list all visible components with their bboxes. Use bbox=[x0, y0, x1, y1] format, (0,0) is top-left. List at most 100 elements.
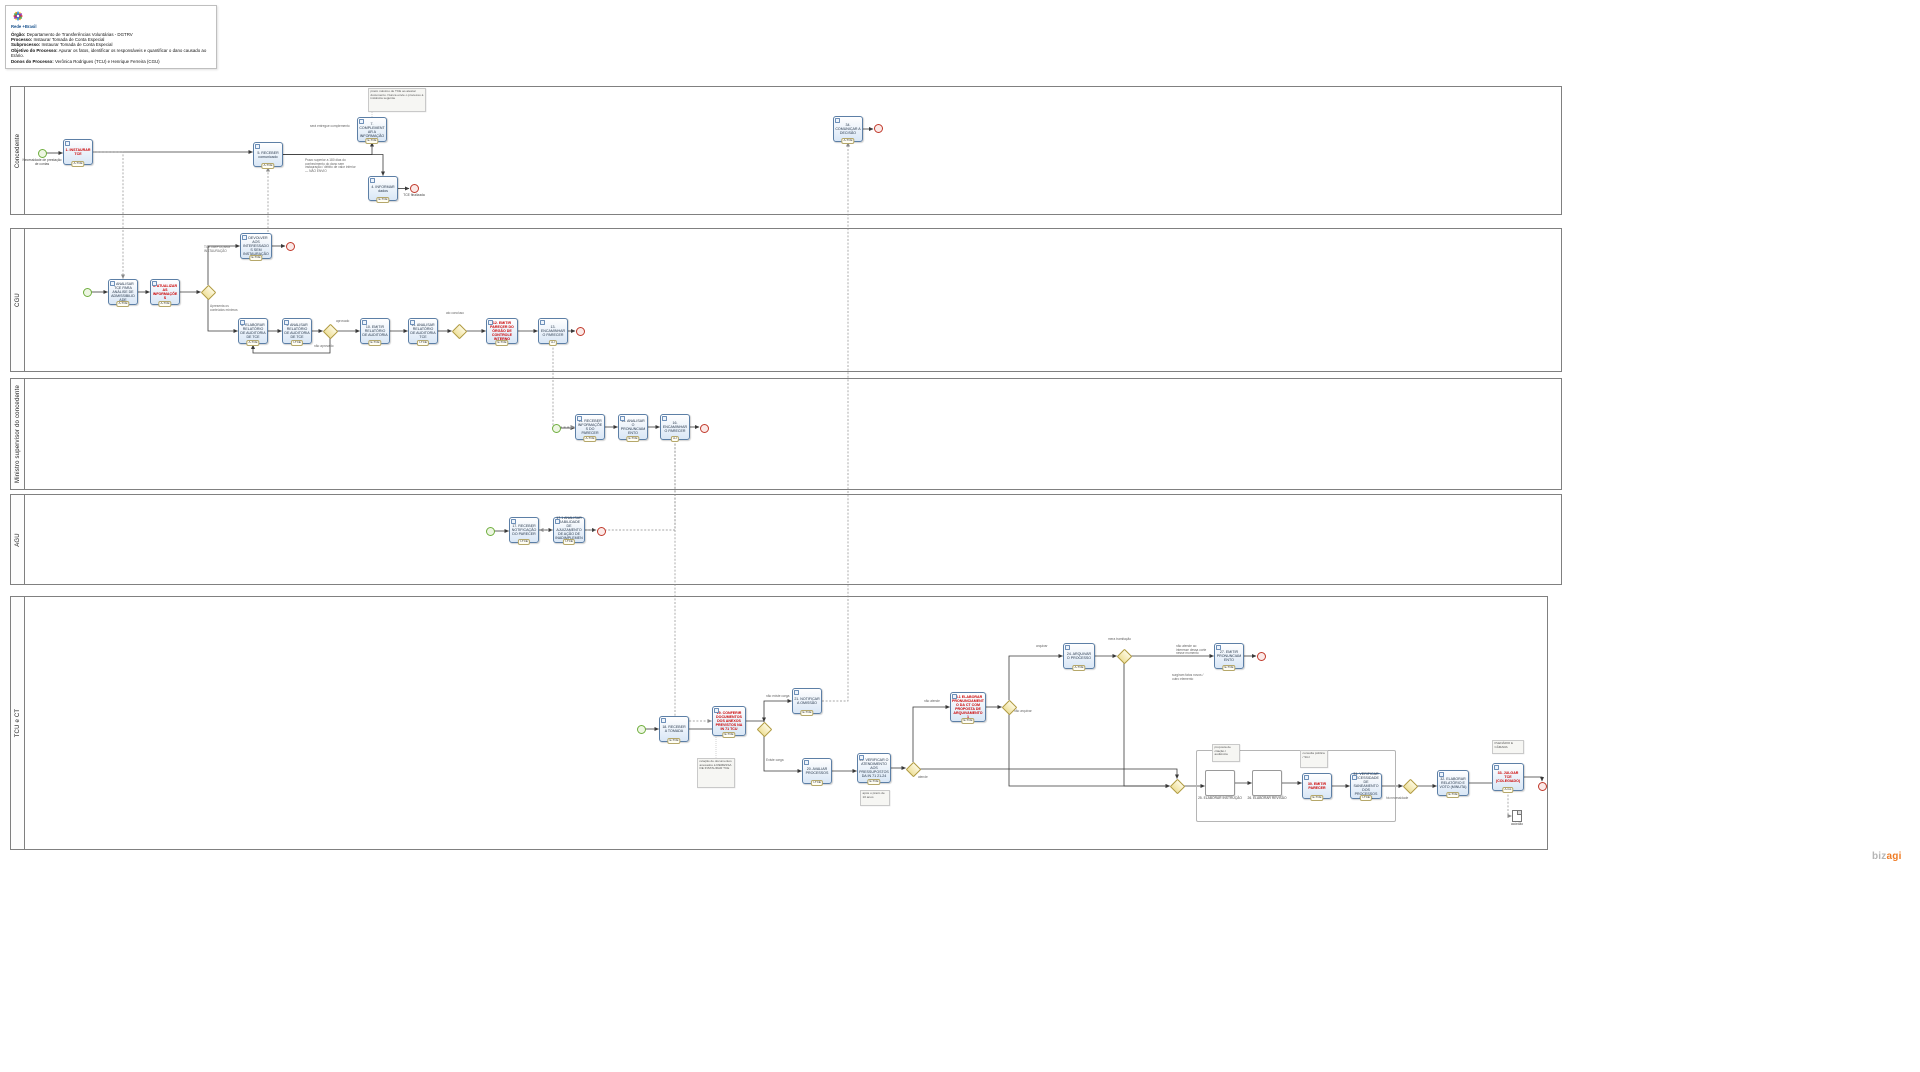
end-event-e6[interactable] bbox=[1256, 651, 1266, 661]
task-t11[interactable]: 11. ANALISAR RELATÓRIO DE AUDITORIA TCE I… bbox=[408, 318, 438, 346]
flow-label: não existe carga bbox=[766, 694, 790, 698]
gateway-g1[interactable] bbox=[200, 284, 216, 300]
text-annotation-an6: após o prazo de 10 anos bbox=[860, 790, 890, 806]
flow-label: não atende ao interesse dessa corte ness… bbox=[1176, 644, 1207, 656]
task-label: 24. ARQUIVAR O PROCESSO bbox=[1066, 652, 1092, 661]
task-t24[interactable]: 24. ARQUIVAR O PROCESSO A-TCE bbox=[1063, 643, 1095, 671]
task-t2[interactable]: 2. ANALISAR TCE PARA ANÁLISE DE ADMISSIB… bbox=[108, 279, 138, 307]
task-t17[interactable]: 17. RECEBER NOTIFICAÇÃO DO PARECER I-TCE bbox=[509, 517, 539, 545]
process-header: Rede +Brasil Órgão: Departamento de Tran… bbox=[5, 5, 217, 69]
task-label: 21. NOTIFICAR A OMISSÃO bbox=[794, 697, 820, 706]
task-badge: E-TCE bbox=[722, 732, 736, 738]
task-badge: A-TCE bbox=[246, 340, 260, 346]
task-type-icon bbox=[240, 320, 245, 325]
task-badge: A-GL bbox=[1502, 787, 1514, 793]
gateway-g9[interactable] bbox=[1402, 778, 1418, 794]
end-event-e2[interactable] bbox=[285, 241, 295, 251]
end-event-e1[interactable] bbox=[409, 183, 419, 193]
task-label: 14. RECEBER INFORMAÇÕES DO PARECER bbox=[577, 419, 603, 436]
flow-label: há necessidade bbox=[1386, 796, 1409, 800]
task-t21[interactable]: 21. NOTIFICAR A OMISSÃO E-TCE bbox=[792, 688, 822, 716]
start-event-s4[interactable] bbox=[485, 526, 495, 536]
task-t171[interactable]: 17.1 ANALISAR VIABILIDADE DE AJUIZAMENTO… bbox=[553, 516, 585, 545]
task-label: 1. INSTAURAR TCE bbox=[65, 148, 91, 157]
gateway-g8[interactable] bbox=[1169, 778, 1185, 794]
task-label: 6. DEVOLVER AOS INTERESSADOS SEM INSTAUR… bbox=[243, 236, 269, 257]
node-caption: 25. ELABORAR INSTRUÇÃO bbox=[1198, 796, 1242, 800]
task-type-icon bbox=[1352, 775, 1357, 780]
sequence-flow bbox=[251, 338, 331, 354]
task-t9[interactable]: 9. ANALISAR RELATÓRIO DE AUDITORIA DE TC… bbox=[282, 318, 312, 346]
task-type-icon bbox=[662, 416, 667, 421]
task-t27[interactable]: 27. EMITIR PRONUNCIAMENTO E-TCE bbox=[1214, 643, 1244, 671]
task-badge: A-TCE bbox=[261, 163, 275, 169]
rede-brasil-logo bbox=[13, 11, 23, 21]
task-t1[interactable]: 1. INSTAURAR TCE A-TCE bbox=[63, 139, 93, 167]
task-t20[interactable]: 20. AVALIAR PROCESSOS I-TCE bbox=[802, 758, 832, 786]
task-t7[interactable]: 7. COMPLEMENTAR A INFORMAÇÃO E-TCE bbox=[357, 117, 387, 144]
logo-caption: Rede +Brasil bbox=[11, 24, 37, 29]
pool-label-band[interactable]: TCU e CT bbox=[11, 597, 25, 849]
task-t32[interactable]: 32. ELABORAR RELATÓRIO E VOTO (MINUTA) E-… bbox=[1437, 770, 1469, 798]
task-t15[interactable]: 15. ANALISAR O PRONUNCIAMENTO E-TCE bbox=[618, 414, 648, 442]
task-t5[interactable]: 5. RECEBER comunicado A-TCE bbox=[253, 142, 283, 169]
task-t33[interactable]: 33. JULGAR TCE (COLEGIADO) A-GL bbox=[1492, 763, 1524, 793]
pool-label-band[interactable]: Ministro supervisor do concedente bbox=[11, 379, 25, 489]
task-badge: A-TCE bbox=[116, 301, 130, 307]
text-annotation-an4: consulta pública / SGI bbox=[1300, 750, 1328, 768]
task-t16[interactable]: 16. ENCAMINHAR O PARECER A-I bbox=[660, 414, 690, 442]
task-type-icon bbox=[555, 519, 560, 524]
pool-label-band[interactable]: CGU bbox=[11, 229, 25, 371]
end-event-e4[interactable] bbox=[699, 423, 709, 433]
task-t3[interactable]: 3. ATUALIZAR AS INFORMAÇÕES A-TCE bbox=[150, 279, 180, 307]
sequence-flow bbox=[207, 244, 240, 285]
task-type-icon bbox=[1216, 645, 1221, 650]
gateway-g7[interactable] bbox=[1116, 648, 1132, 664]
task-label: 8. ELABORAR RELATÓRIO DE AUDITORIA DE TC… bbox=[240, 323, 266, 340]
node-caption: 26. ELABORAR REVISÃO bbox=[1247, 796, 1287, 800]
task-t10[interactable]: 10. EMITIR RELATÓRIO DE AUDITORIA E-TCE bbox=[360, 318, 390, 346]
end-event-e3[interactable] bbox=[575, 326, 585, 336]
task-label: 7. COMPLEMENTAR A INFORMAÇÃO bbox=[359, 121, 385, 138]
end-event-e8[interactable] bbox=[873, 123, 883, 133]
task-badge: A-I bbox=[670, 436, 680, 442]
task-t6[interactable]: 6. DEVOLVER AOS INTERESSADOS SEM INSTAUR… bbox=[240, 233, 272, 261]
start-event-s3[interactable] bbox=[551, 423, 561, 433]
task-type-icon bbox=[65, 141, 70, 146]
start-event-s5[interactable] bbox=[636, 724, 646, 734]
pool-label-band[interactable]: AGU bbox=[11, 495, 25, 584]
task-t231[interactable]: 23.1 ELABORAR PRONUNCIAMENTO DA CT COM P… bbox=[950, 692, 986, 724]
task-t8[interactable]: 8. ELABORAR RELATÓRIO DE AUDITORIA DE TC… bbox=[238, 318, 268, 346]
task-t19[interactable]: 19. CONFERIR DOCUMENTOS DOS ANEXOS PREVI… bbox=[712, 706, 746, 738]
task-t12[interactable]: 12. EMITIR PARECER DO ÓRGÃO DE CONTROLE … bbox=[486, 318, 518, 346]
task-t34[interactable]: 34. COMUNICAR A DECISÃO A-TCE bbox=[833, 116, 863, 144]
task-label: 32. ELABORAR RELATÓRIO E VOTO (MINUTA) bbox=[1439, 777, 1467, 790]
task-t22[interactable]: 22. VERIFICAR O ATENDIMENTO AOS PRESSUPO… bbox=[857, 753, 891, 785]
task-type-icon bbox=[242, 235, 247, 240]
start-event-s1[interactable] bbox=[37, 148, 47, 158]
gateway-g4[interactable] bbox=[756, 721, 772, 737]
flow-label: Prazo superior a 180 dias do conheciment… bbox=[305, 158, 356, 174]
gateway-g2[interactable] bbox=[322, 323, 338, 339]
subtask-t26[interactable] bbox=[1252, 770, 1282, 796]
task-type-icon bbox=[410, 320, 415, 325]
task-t18[interactable]: 18. RECEBER A TOMADA E-TCE bbox=[659, 716, 689, 744]
end-event-e5[interactable] bbox=[596, 526, 606, 536]
task-t31[interactable]: 31. VERIFICAR NECESSIDADE DE SANEAMENTO … bbox=[1350, 772, 1382, 801]
task-t13[interactable]: 13. ENCAMINHAR O PARECER A-I bbox=[538, 318, 568, 346]
task-badge: E-TCE bbox=[368, 340, 382, 346]
task-t4[interactable]: 4. INFORMAR dados E-TCE bbox=[368, 176, 398, 203]
gateway-g3[interactable] bbox=[451, 323, 467, 339]
start-event-s2[interactable] bbox=[82, 287, 92, 297]
task-badge: A-TCE bbox=[71, 161, 85, 167]
task-t30[interactable]: 30. EMITIR PARECER E-TCE bbox=[1302, 773, 1332, 801]
task-badge: I-TCE bbox=[1359, 795, 1373, 801]
subtask-t25[interactable] bbox=[1205, 770, 1235, 796]
end-event-e7[interactable] bbox=[1537, 781, 1547, 791]
pool-label-band[interactable]: Concedente bbox=[11, 87, 25, 214]
task-badge: I-TCE bbox=[416, 340, 430, 346]
flow-label: aprovado bbox=[336, 319, 350, 323]
task-t14[interactable]: 14. RECEBER INFORMAÇÕES DO PARECER A-TCE bbox=[575, 414, 605, 442]
task-badge: E-TCE bbox=[495, 340, 509, 346]
